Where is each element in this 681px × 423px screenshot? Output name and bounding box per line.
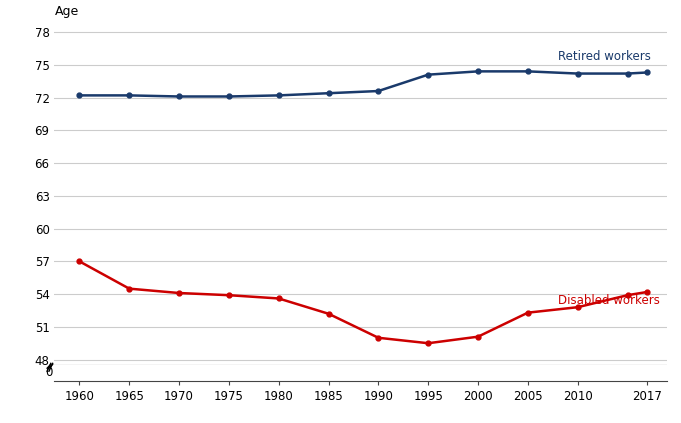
Text: Age: Age [54, 5, 79, 18]
Text: 0: 0 [45, 366, 52, 379]
Text: Retired workers: Retired workers [558, 49, 650, 63]
Text: Disabled workers: Disabled workers [558, 294, 660, 307]
